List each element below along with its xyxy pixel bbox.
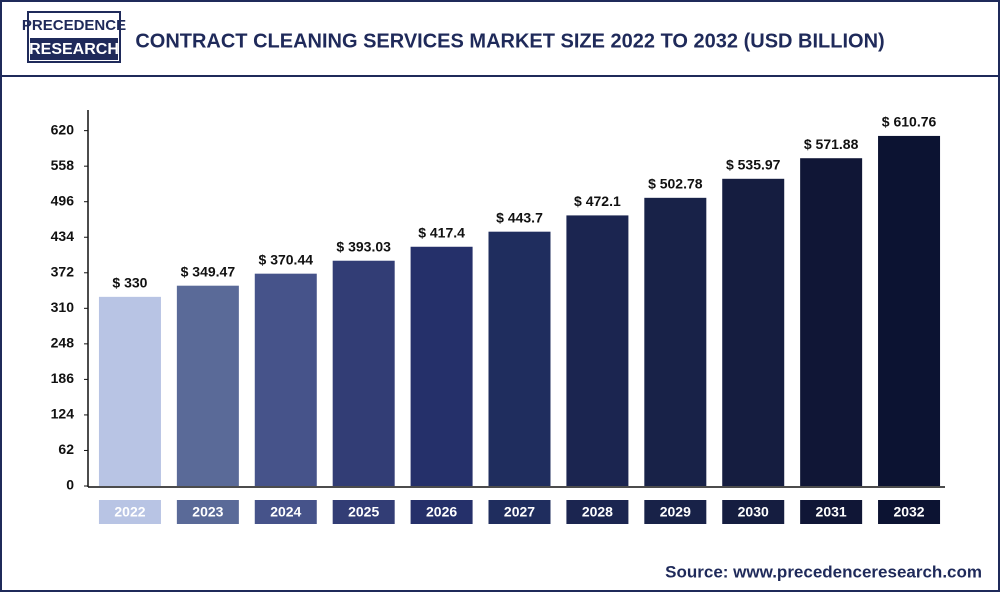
x-tick-label: 2027: [504, 504, 535, 520]
y-tick-label: 62: [58, 441, 74, 457]
bar: [98, 296, 161, 486]
bar: [410, 246, 473, 486]
value-label: $ 535.97: [726, 157, 781, 173]
x-tick-label: 2029: [660, 504, 691, 520]
y-tick-label: 310: [51, 299, 75, 315]
value-label: $ 502.78: [648, 176, 703, 192]
x-tick-box: [410, 500, 473, 524]
bar: [566, 215, 629, 486]
y-tick-label: 248: [51, 335, 75, 351]
value-label: $ 417.4: [418, 224, 465, 240]
y-tick-label: 124: [51, 406, 75, 422]
x-tick-box: [488, 500, 551, 524]
logo-text: PRECEDENCE: [22, 17, 126, 34]
y-tick-label: 434: [51, 228, 75, 244]
x-tick-label: 2024: [270, 504, 301, 520]
value-label: $ 349.47: [181, 263, 236, 279]
value-label: $ 472.1: [574, 193, 621, 209]
bar: [332, 260, 395, 486]
y-tick-label: 372: [51, 263, 75, 279]
logo-band: [30, 38, 118, 60]
bar: [488, 231, 551, 486]
x-tick-box: [722, 500, 785, 524]
bar: [878, 135, 941, 486]
source: Source: www.precedenceresearch.com: [665, 562, 982, 581]
value-label: $ 571.88: [804, 136, 859, 152]
x-tick-box: [800, 500, 863, 524]
y-tick-label: 0: [66, 477, 74, 493]
value-label: $ 393.03: [336, 238, 391, 254]
value-label: $ 330: [112, 275, 147, 291]
x-tick-box: [254, 500, 317, 524]
x-tick-label: 2026: [426, 504, 457, 520]
x-tick-label: 2023: [192, 504, 223, 520]
x-tick-label: 2022: [114, 504, 145, 520]
x-tick-label: 2028: [582, 504, 613, 520]
y-tick-label: 620: [51, 121, 75, 137]
x-tick-box: [176, 500, 239, 524]
x-tick-label: 2030: [738, 504, 769, 520]
value-label: $ 443.7: [496, 209, 543, 225]
x-tick-box: [566, 500, 629, 524]
bar: [644, 197, 707, 486]
x-tick-box: [644, 500, 707, 524]
y-tick-label: 558: [51, 157, 75, 173]
y-tick-label: 186: [51, 370, 75, 386]
y-tick-label: 496: [51, 192, 75, 208]
bar: [800, 158, 863, 486]
value-label: $ 610.76: [882, 114, 937, 130]
chart-title: CONTRACT CLEANING SERVICES MARKET SIZE 2…: [135, 30, 884, 52]
logo-text: RESEARCH: [29, 41, 119, 58]
x-tick-label: 2031: [816, 504, 847, 520]
bar: [176, 285, 239, 486]
value-label: $ 370.44: [259, 251, 314, 267]
bar: [722, 178, 785, 487]
x-tick-box: [878, 500, 941, 524]
x-tick-label: 2032: [893, 504, 924, 520]
x-tick-box: [98, 500, 161, 524]
x-tick-label: 2025: [348, 504, 379, 520]
bar: [254, 273, 317, 486]
x-tick-box: [332, 500, 395, 524]
